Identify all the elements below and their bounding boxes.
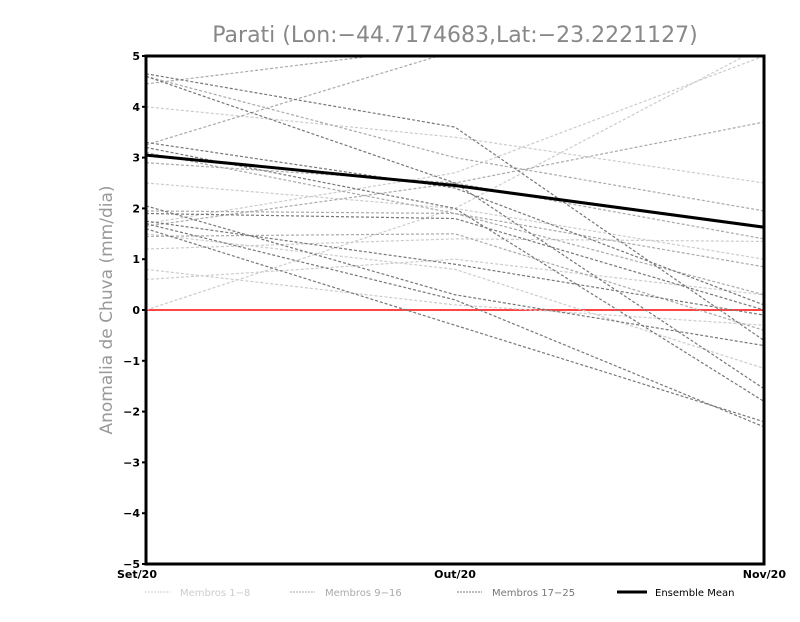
- member-line-12: [146, 162, 764, 240]
- ensemble-mean-line: [146, 153, 764, 229]
- y-tick-label: 1: [132, 253, 140, 266]
- member-line-1: [146, 106, 764, 184]
- member-line-20: [146, 220, 764, 316]
- member-line-3: [146, 182, 764, 260]
- legend-label: Membros 1−8: [180, 588, 250, 599]
- y-tick-label: 3: [132, 152, 140, 165]
- x-tick-label: Set/20: [117, 568, 157, 581]
- y-tick-label: 2: [132, 202, 140, 215]
- member-line-18: [146, 141, 764, 306]
- member-line-23: [146, 146, 764, 402]
- y-axis: 5 4 3 2 1 0 −1 −2 −3 −4 −5: [123, 50, 146, 571]
- member-line-24: [146, 223, 764, 428]
- member-line-19: [146, 205, 764, 347]
- member-line-25: [146, 75, 764, 390]
- member-line-6: [146, 258, 764, 296]
- member-line-11: [146, 75, 764, 212]
- y-tick-label: 4: [132, 101, 140, 114]
- x-tick-label: Nov/20: [743, 568, 787, 581]
- x-tick-label: Out/20: [434, 568, 476, 581]
- member-line-22: [146, 212, 764, 311]
- member-line-14: [146, 210, 764, 296]
- y-tick-label: −4: [123, 507, 140, 520]
- y-tick-label: −2: [123, 406, 140, 419]
- member-line-16: [146, 233, 764, 331]
- legend-label: Membros 17−25: [492, 588, 575, 599]
- y-tick-label: −1: [123, 355, 140, 368]
- x-axis: Set/20 Out/20 Nov/20: [117, 568, 786, 581]
- legend-label: Ensemble Mean: [655, 588, 734, 599]
- member-line-10: [146, 56, 441, 146]
- member-line-17: [146, 73, 764, 341]
- legend: Membros 1−8 Membros 9−16 Membros 17−25 Ense…: [145, 588, 734, 599]
- chart-title: Parati (Lon:−44.7174683,Lat:−23.2221127): [212, 23, 697, 48]
- member-line-8: [146, 233, 764, 369]
- series-lines: [146, 56, 764, 428]
- y-tick-label: −3: [123, 456, 140, 469]
- y-tick-label: 0: [132, 304, 140, 317]
- y-tick-label: 5: [132, 50, 140, 63]
- member-line-21: [146, 228, 764, 423]
- legend-label: Membros 9−16: [325, 588, 402, 599]
- y-axis-label: Anomalia de Chuva (mm/dia): [97, 185, 117, 434]
- member-line-5: [146, 268, 764, 326]
- y-tick-label: −5: [123, 558, 140, 571]
- member-line-4: [146, 238, 764, 250]
- member-line-15: [146, 151, 764, 268]
